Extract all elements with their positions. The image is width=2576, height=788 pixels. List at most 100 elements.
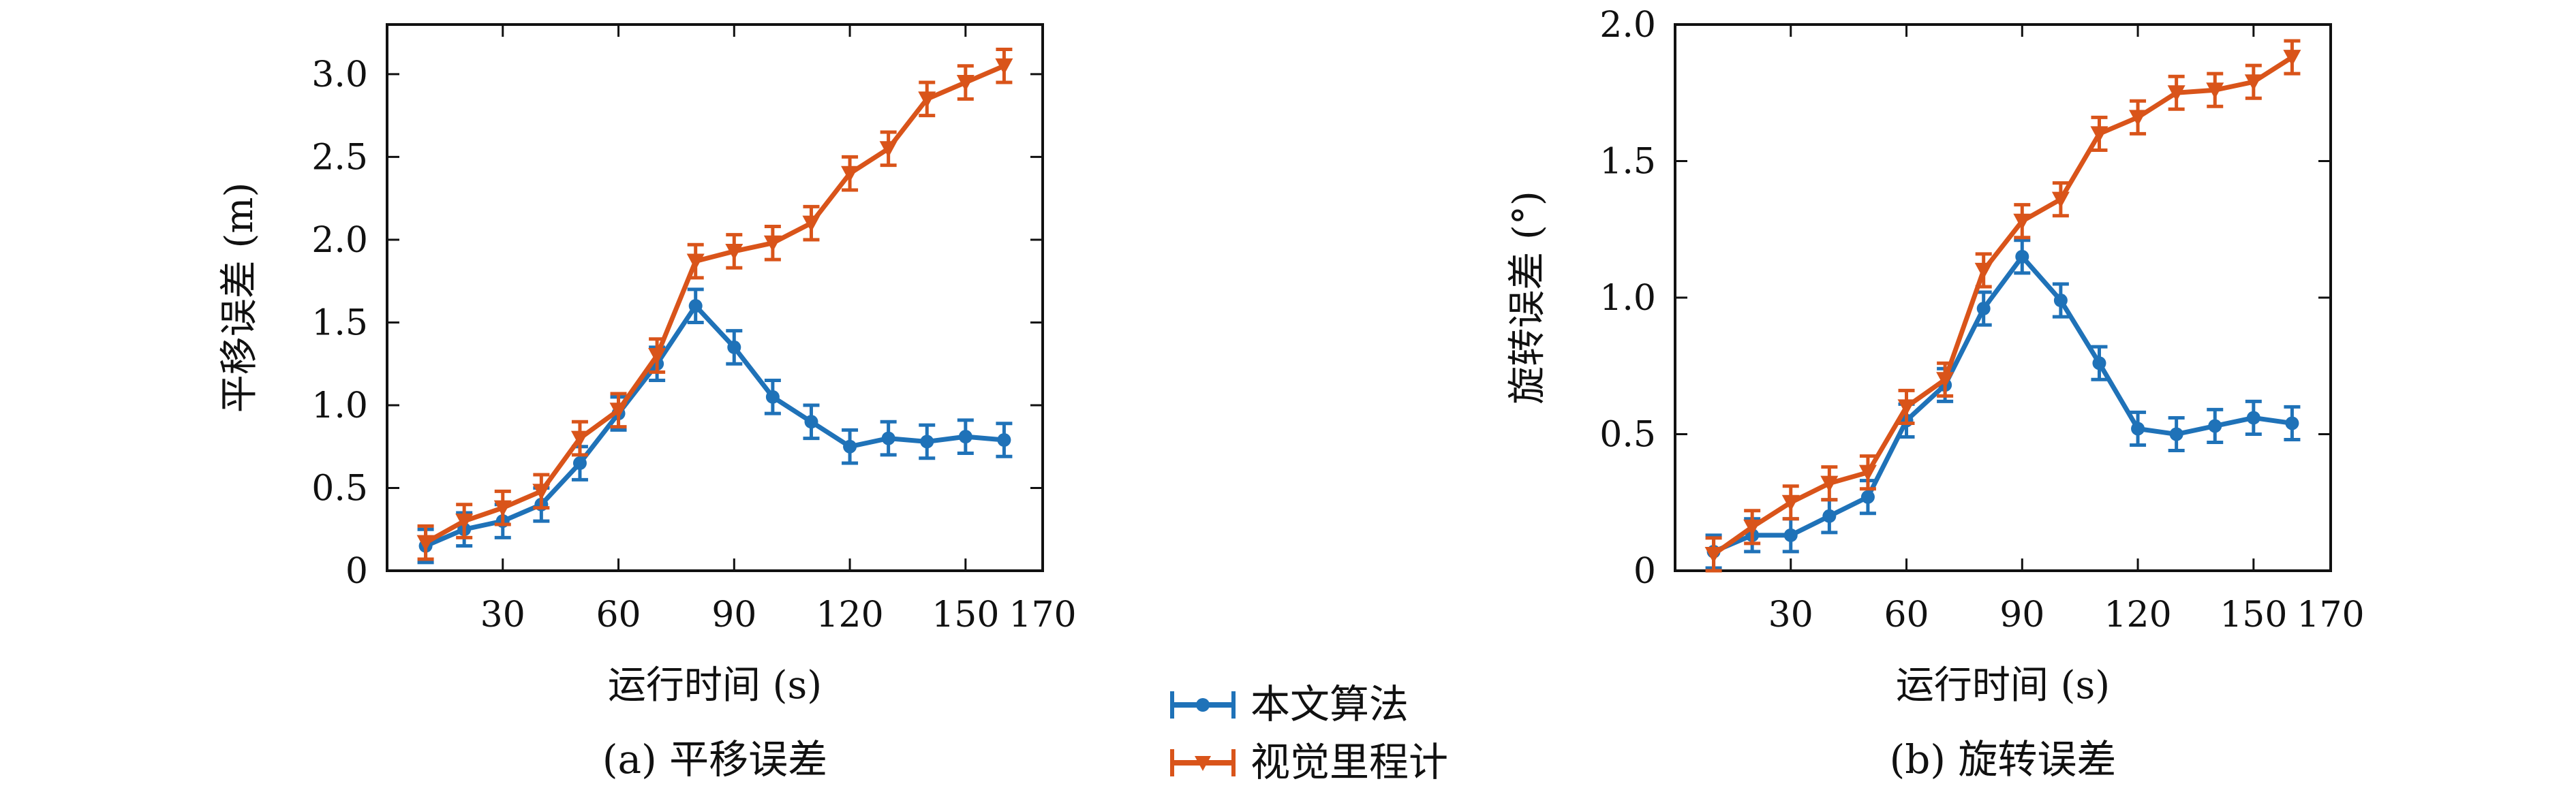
x-tick-label-a: 170 bbox=[1009, 595, 1076, 635]
plot-frame-a bbox=[386, 23, 1044, 572]
panel-translation-error: 30 60 90 120 150 170 0 0.5 1.0 1.5 2.0 2.5 3.0 运行时间 … bbox=[217, 23, 1077, 783]
y-tick-label-a: 1.5 bbox=[311, 302, 368, 343]
y-tick-label-b: 1.5 bbox=[1599, 142, 1656, 183]
data-point-ours-b bbox=[2131, 422, 2145, 436]
series-layer-b bbox=[1704, 39, 2301, 573]
legend-marker-vo bbox=[1195, 756, 1211, 771]
x-axis-label-a: 运行时间 (s) bbox=[608, 663, 822, 708]
data-point-ours-a bbox=[881, 431, 895, 445]
data-point-ours-a bbox=[727, 340, 741, 354]
y-tick-label-b: 2.0 bbox=[1599, 5, 1656, 46]
data-point-ours-a bbox=[688, 299, 703, 313]
y-tick-label-b: 1.0 bbox=[1599, 278, 1656, 319]
data-point-ours-a bbox=[843, 439, 857, 454]
data-point-vo-a bbox=[609, 403, 628, 420]
y-tick-label-a: 2.5 bbox=[311, 137, 368, 178]
data-point-vo-a bbox=[532, 484, 551, 501]
y-tick-label-a: 1.0 bbox=[311, 385, 368, 426]
data-point-vo-a bbox=[841, 166, 859, 183]
data-point-vo-a bbox=[416, 535, 435, 552]
data-point-ours-a bbox=[920, 435, 934, 449]
data-point-vo-b bbox=[1820, 475, 1839, 492]
data-point-vo-b bbox=[2244, 74, 2263, 91]
data-point-vo-a bbox=[570, 430, 589, 447]
data-point-ours-b bbox=[1976, 302, 1991, 316]
data-point-ours-b bbox=[2285, 416, 2299, 430]
y-axis-label-b: 旋转误差 (°) bbox=[1505, 191, 1550, 405]
y-tick-label-a: 3.0 bbox=[311, 54, 368, 95]
legend-label-vo: 视觉里程计 bbox=[1251, 739, 1448, 785]
data-point-vo-a bbox=[493, 500, 512, 517]
panel-rotation-error: 30 60 90 120 150 170 0 0.5 1.0 1.5 2.0 运行时间 (s) 旋转… bbox=[1505, 5, 2365, 783]
data-point-ours-a bbox=[572, 456, 587, 471]
data-point-vo-b bbox=[2051, 191, 2070, 208]
x-tick-label-b: 90 bbox=[1999, 595, 2044, 635]
data-point-vo-b bbox=[1897, 399, 1916, 416]
data-point-vo-b bbox=[1781, 494, 1800, 511]
y-tick-label-a: 2.0 bbox=[311, 220, 368, 261]
series-line-ours-a bbox=[425, 303, 1005, 548]
caption-a: (a) 平移误差 bbox=[602, 736, 827, 783]
data-point-vo-b bbox=[2283, 50, 2301, 67]
legend-label-ours: 本文算法 bbox=[1251, 681, 1409, 727]
y-tick-label-b: 0.5 bbox=[1599, 415, 1656, 456]
data-point-vo-a bbox=[802, 215, 821, 232]
data-point-vo-b bbox=[2167, 85, 2186, 102]
data-point-vo-a bbox=[956, 75, 975, 92]
series-layer-a bbox=[416, 47, 1013, 565]
x-tick-label-a: 90 bbox=[711, 595, 756, 635]
data-point-ours-b bbox=[1783, 528, 1798, 542]
data-point-vo-b bbox=[1704, 546, 1723, 563]
x-tick-label-b: 120 bbox=[2104, 595, 2171, 635]
y-tick-label-b: 0 bbox=[1634, 551, 1656, 592]
data-point-ours-b bbox=[2208, 419, 2222, 433]
data-point-ours-b bbox=[1822, 509, 1837, 523]
data-point-vo-a bbox=[763, 235, 782, 252]
data-point-ours-a bbox=[958, 430, 972, 444]
series-line-vo-a bbox=[424, 63, 1005, 545]
data-point-ours-a bbox=[765, 390, 780, 404]
series-line-vo-b bbox=[1712, 55, 2294, 556]
legend-marker-ours bbox=[1196, 698, 1210, 712]
data-point-vo-b bbox=[2206, 82, 2224, 99]
data-point-vo-b bbox=[1743, 519, 1762, 536]
x-tick-label-b: 30 bbox=[1768, 595, 1813, 635]
ticks-layer-a: 30 60 90 120 150 170 0 0.5 1.0 1.5 2.0 2.5 3.0 bbox=[311, 25, 1077, 635]
x-axis-label-b: 运行时间 (s) bbox=[1896, 663, 2110, 708]
x-tick-label-b: 170 bbox=[2297, 595, 2364, 635]
data-point-vo-a bbox=[455, 514, 474, 531]
legend-item-vo: 视觉里程计 bbox=[1170, 739, 1448, 785]
data-point-vo-a bbox=[995, 58, 1013, 75]
data-point-vo-a bbox=[686, 253, 705, 270]
x-tick-label-a: 150 bbox=[932, 595, 999, 635]
data-point-ours-b bbox=[1860, 490, 1875, 504]
data-point-vo-a bbox=[879, 141, 898, 158]
data-point-ours-b bbox=[2169, 427, 2183, 441]
data-point-ours-b bbox=[2092, 356, 2106, 371]
data-point-ours-b bbox=[2015, 249, 2029, 264]
legend-item-ours: 本文算法 bbox=[1170, 681, 1409, 727]
x-tick-label-a: 30 bbox=[480, 595, 525, 635]
data-point-vo-b bbox=[2090, 126, 2109, 143]
data-point-vo-b bbox=[1974, 262, 1993, 279]
data-point-vo-b bbox=[2013, 213, 2031, 230]
x-tick-label-b: 150 bbox=[2220, 595, 2287, 635]
x-tick-label-a: 120 bbox=[816, 595, 883, 635]
legend: 本文算法 视觉里程计 bbox=[1170, 681, 1448, 785]
y-tick-label-a: 0 bbox=[346, 551, 368, 592]
data-point-ours-a bbox=[804, 415, 818, 429]
ticks-layer-b: 30 60 90 120 150 170 0 0.5 1.0 1.5 2.0 bbox=[1599, 5, 2364, 635]
data-point-vo-b bbox=[1936, 372, 1954, 389]
y-axis-label-a: 平移误差 (m) bbox=[217, 183, 262, 413]
caption-b: (b) 旋转误差 bbox=[1890, 736, 2117, 783]
data-point-vo-a bbox=[725, 243, 743, 260]
data-point-ours-b bbox=[2246, 411, 2260, 425]
data-point-vo-a bbox=[648, 348, 666, 365]
x-tick-label-b: 60 bbox=[1884, 595, 1929, 635]
data-point-ours-a bbox=[997, 433, 1011, 447]
series-line-ours-b bbox=[1713, 254, 2293, 554]
data-point-ours-b bbox=[2053, 294, 2068, 308]
plot-frame-b bbox=[1674, 23, 2332, 572]
x-tick-label-a: 60 bbox=[596, 595, 641, 635]
